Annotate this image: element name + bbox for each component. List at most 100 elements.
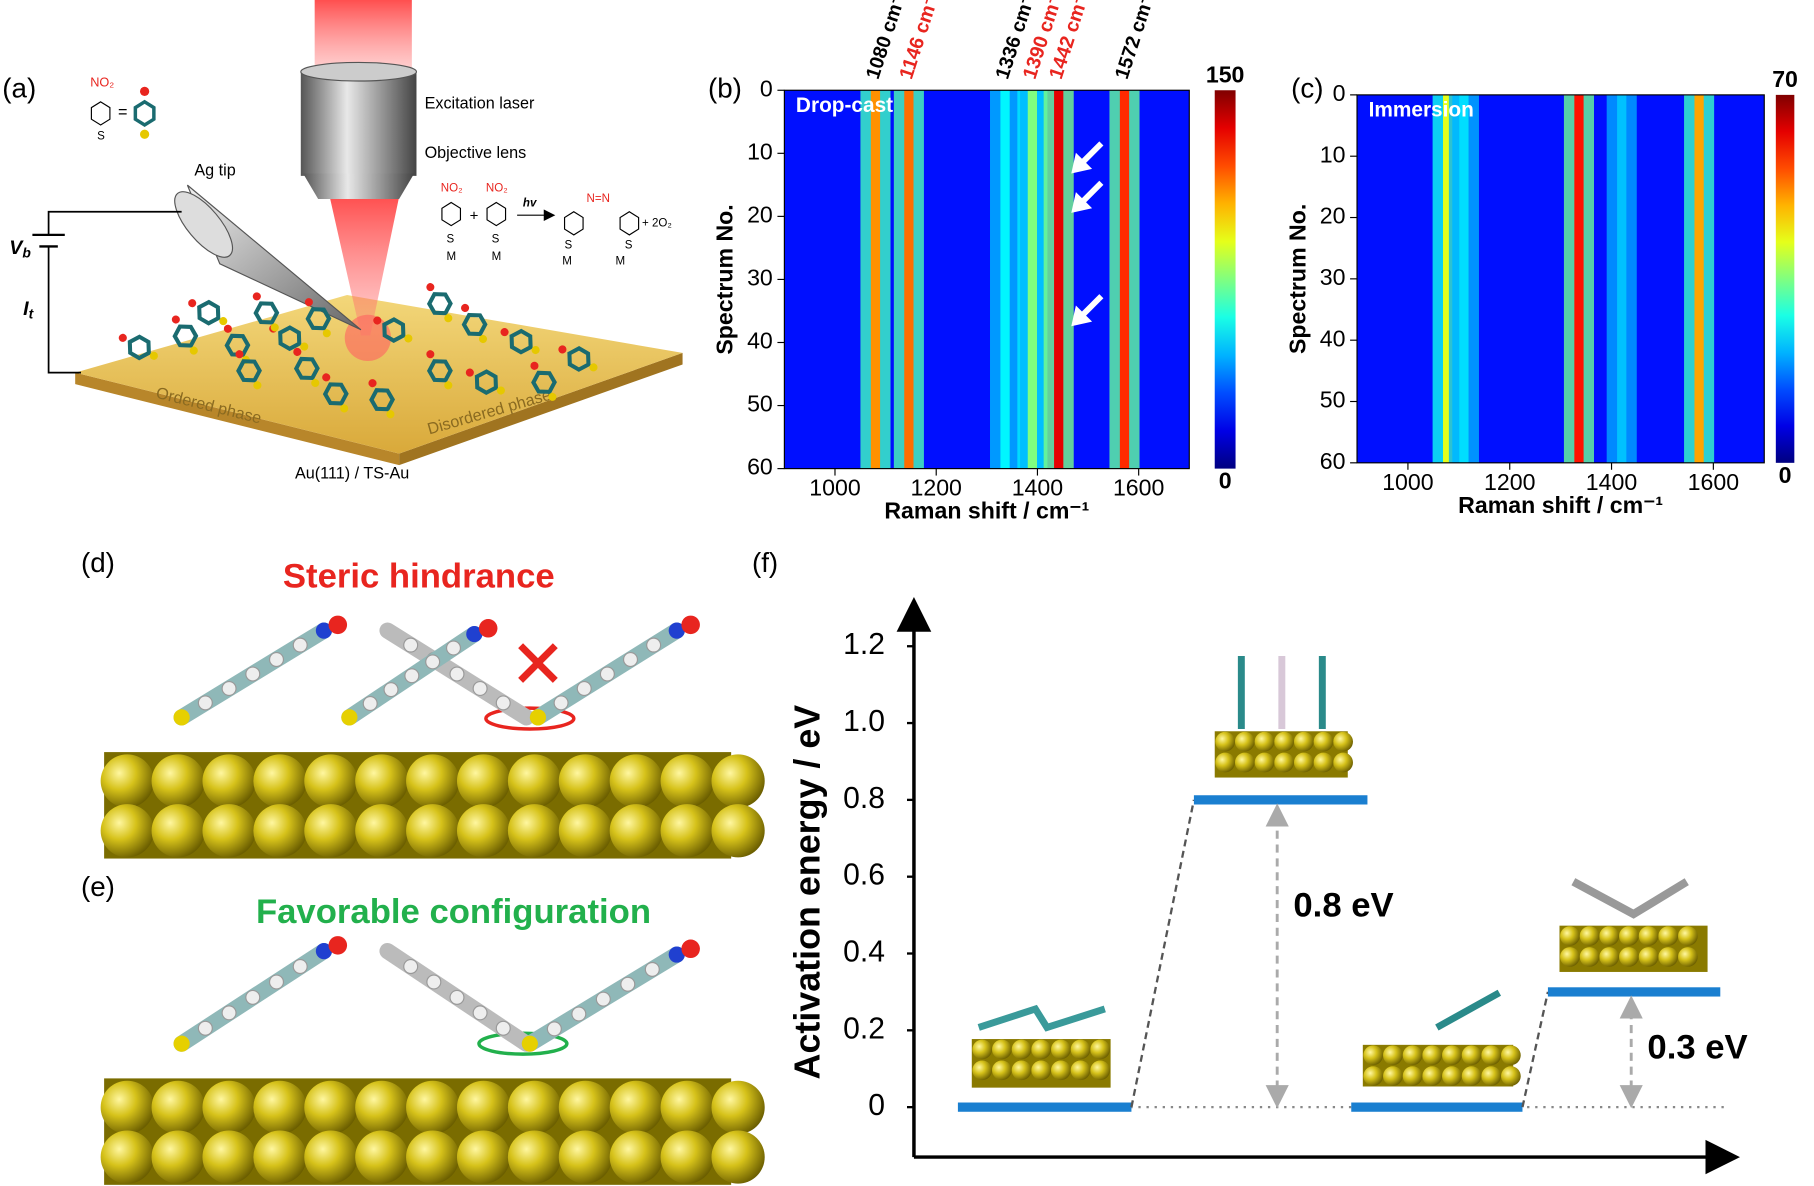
atom (521, 1035, 538, 1052)
gold-atom (1481, 1045, 1502, 1066)
atom (495, 1020, 511, 1036)
gold-atom (1638, 947, 1659, 967)
benzene (619, 211, 640, 236)
molecule (977, 1004, 1106, 1032)
bias-symbol: V (9, 237, 24, 259)
atom (173, 1035, 190, 1052)
molecule (368, 379, 395, 419)
gold-atom (1011, 1039, 1032, 1060)
gold-atom (1481, 1066, 1502, 1086)
molecule (465, 368, 505, 396)
y-tick-label: 40 (747, 328, 773, 354)
molecule (1435, 989, 1502, 1031)
panel-label: (a) (2, 73, 36, 104)
gold-atom (355, 754, 409, 808)
atom (681, 615, 700, 635)
benzene (253, 301, 280, 325)
gold-atom (1051, 1039, 1071, 1060)
colorbar (1214, 90, 1236, 469)
y-tick-label: 50 (747, 391, 773, 417)
atom (478, 619, 498, 638)
gold-atom (660, 1130, 714, 1184)
gold-atom (456, 1080, 511, 1134)
x-tick-label: 1000 (809, 475, 860, 501)
band-core (1119, 90, 1130, 469)
bias-label: Vb (9, 237, 31, 260)
gold-atom (609, 1080, 663, 1134)
gold-atom (1599, 947, 1620, 967)
band-core (1459, 94, 1469, 463)
label: M (447, 251, 457, 263)
y-tick-label: 10 (1320, 141, 1346, 167)
gold-atom (1031, 1039, 1052, 1060)
label: M (615, 256, 625, 268)
label: Excitation laser (425, 94, 535, 112)
molecule (341, 619, 498, 726)
atom (221, 1005, 237, 1021)
gold-atom (1599, 926, 1620, 946)
gold-atom (1293, 752, 1314, 773)
atom (304, 298, 313, 307)
benzene (293, 356, 320, 381)
label: NO₂ (441, 183, 463, 195)
y-tick-label: 20 (1320, 203, 1346, 229)
y-tick-label: 1.2 (843, 628, 885, 661)
gold-atom (1254, 731, 1275, 752)
current-symbol: I (23, 298, 29, 320)
atom (444, 314, 453, 323)
benzene (133, 99, 156, 128)
molecule (173, 615, 348, 726)
gold-atom (507, 754, 562, 808)
benzene (278, 325, 302, 352)
atom (466, 625, 483, 643)
atom (118, 333, 127, 342)
atom (322, 329, 331, 338)
band-core (1000, 90, 1010, 469)
panel-label: (b) (708, 73, 742, 104)
gold-atom (1293, 731, 1314, 752)
molecule (1571, 878, 1689, 919)
atom (268, 652, 285, 668)
atom (403, 959, 419, 975)
bias-subscript: b (22, 244, 31, 260)
atom (315, 622, 333, 639)
gold-atom (1090, 1060, 1111, 1081)
gold-atom (253, 754, 307, 808)
gold-atom (1658, 947, 1679, 967)
y-tick-label: 50 (1320, 387, 1346, 413)
gold-atom (1333, 731, 1353, 752)
gold-atom (1070, 1039, 1091, 1060)
gold-atom (100, 1080, 154, 1134)
atom (496, 386, 505, 395)
panel-a: Vb It Excitation laser Objective lens Ag… (9, 0, 683, 483)
barrier-label: 0.3 eV (1647, 1029, 1747, 1067)
gold-atom (711, 1080, 765, 1134)
current-subscript: t (29, 305, 35, 321)
atom (173, 709, 190, 726)
gold-atom (151, 804, 205, 858)
gold-atom (1442, 1045, 1462, 1066)
atom (444, 381, 453, 390)
gold-atom (711, 754, 765, 808)
gold-atom (1070, 1060, 1091, 1081)
panel-title: Steric hindrance (283, 558, 555, 596)
label: hv (523, 198, 537, 210)
circuit-wire (47, 210, 182, 235)
label: NO₂ (90, 75, 114, 90)
benzene (563, 211, 584, 236)
circuit-wire (47, 246, 81, 374)
benzene (509, 328, 533, 355)
atom (189, 346, 198, 355)
energy-level (1351, 1102, 1523, 1112)
atom (253, 381, 262, 390)
molecule (118, 333, 158, 361)
atom (553, 695, 569, 711)
gold-atom (1461, 1066, 1482, 1086)
atom (300, 342, 309, 351)
atom (595, 991, 611, 1007)
label: Au(111) / TS-Au (295, 465, 409, 483)
gold-atom (558, 1130, 612, 1184)
atom (221, 680, 237, 696)
current-label: It (23, 298, 34, 321)
gold-atom (1031, 1060, 1052, 1081)
